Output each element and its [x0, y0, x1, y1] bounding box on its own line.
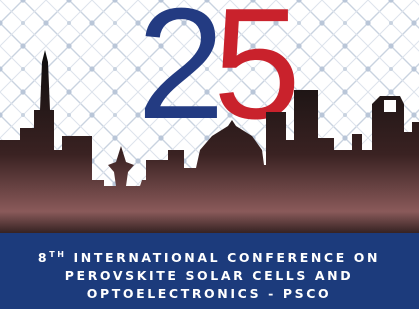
logo-digit: 2 [137, 0, 225, 152]
title-line: OPTOELECTRONICS - PSCO [87, 286, 332, 301]
tower-clock [384, 100, 396, 112]
banner-graphic: 2 5 8TH INTERNATIONAL CONFERENCE ON PERO… [0, 0, 419, 309]
title-line: 8TH INTERNATIONAL CONFERENCE ON [38, 250, 380, 265]
conference-banner: 2 5 8TH INTERNATIONAL CONFERENCE ON PERO… [0, 0, 419, 309]
ordinal-suffix: TH [49, 250, 66, 259]
ordinal: 8 [38, 250, 49, 265]
title-line: PEROVSKITE SOLAR CELLS AND [65, 268, 353, 283]
title-text: INTERNATIONAL CONFERENCE ON [67, 250, 381, 265]
